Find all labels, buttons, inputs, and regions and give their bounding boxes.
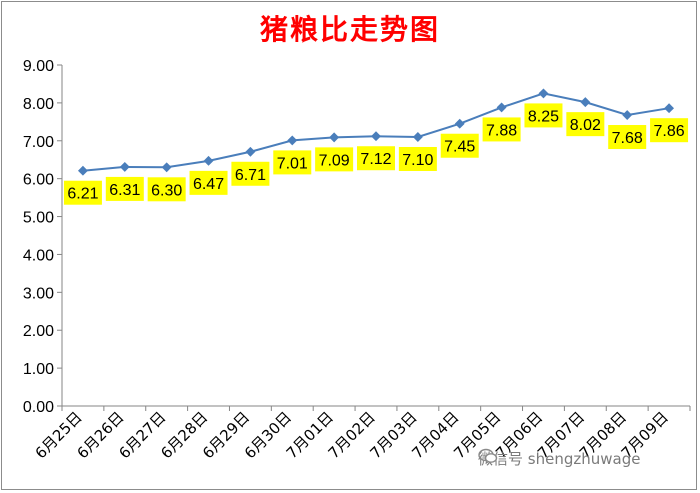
data-point (203, 155, 214, 166)
data-label: 7.01 (277, 155, 308, 172)
y-tick-label: 8.00 (23, 96, 54, 113)
data-point (329, 132, 340, 143)
y-tick-label: 2.00 (23, 323, 54, 340)
data-label-bg (273, 150, 312, 175)
y-tick-label: 4.00 (23, 247, 54, 264)
data-label-bg (189, 170, 228, 195)
data-point (580, 97, 591, 108)
data-label-bg (63, 180, 102, 205)
data-label-bg (566, 112, 605, 137)
data-label-bg (608, 125, 647, 150)
data-label-bg (315, 147, 354, 172)
data-label: 8.25 (528, 108, 559, 125)
data-point (496, 102, 507, 113)
data-point (77, 165, 88, 176)
data-label: 7.86 (653, 123, 684, 140)
data-label: 8.02 (570, 117, 601, 134)
data-point (454, 118, 465, 129)
data-label: 7.88 (486, 122, 517, 139)
data-label: 7.68 (612, 130, 643, 147)
data-label: 6.31 (109, 182, 140, 199)
data-label: 7.09 (319, 152, 350, 169)
data-label-bg (231, 161, 270, 186)
data-label: 7.45 (444, 139, 475, 156)
data-label: 6.71 (235, 167, 266, 184)
data-label: 6.47 (193, 176, 224, 193)
data-label: 6.21 (67, 186, 98, 203)
data-point (371, 131, 381, 142)
watermark: 微信号 shengzhuwage (478, 448, 640, 469)
data-label-bg (440, 133, 479, 158)
y-tick-label: 0.00 (23, 399, 54, 416)
data-point (622, 110, 633, 120)
watermark-text: 微信号 shengzhuwage (478, 450, 641, 468)
data-label-bg (398, 146, 437, 171)
y-tick-label: 9.00 (23, 58, 54, 75)
data-point (412, 132, 423, 142)
data-label: 6.30 (151, 182, 182, 199)
data-point (119, 161, 130, 172)
data-label-bg (650, 118, 689, 143)
data-point (287, 135, 298, 146)
data-point (161, 162, 172, 173)
data-label-bg (482, 117, 521, 142)
data-point (538, 88, 549, 99)
data-label-bg (105, 176, 144, 201)
data-label-bg (147, 177, 186, 202)
data-point (245, 146, 256, 157)
y-tick-label: 5.00 (23, 210, 54, 227)
y-tick-label: 6.00 (23, 172, 54, 189)
data-label: 7.12 (360, 151, 391, 168)
chart-title: 猪粮比走势图 (259, 13, 440, 46)
y-tick-label: 3.00 (23, 285, 54, 302)
wechat-icon (478, 448, 498, 463)
data-label-bg (524, 103, 563, 128)
data-label-bg (357, 146, 395, 171)
y-tick-label: 7.00 (23, 134, 54, 151)
y-tick-label: 1.00 (23, 361, 54, 378)
data-point (664, 103, 675, 114)
data-label: 7.10 (402, 152, 433, 169)
